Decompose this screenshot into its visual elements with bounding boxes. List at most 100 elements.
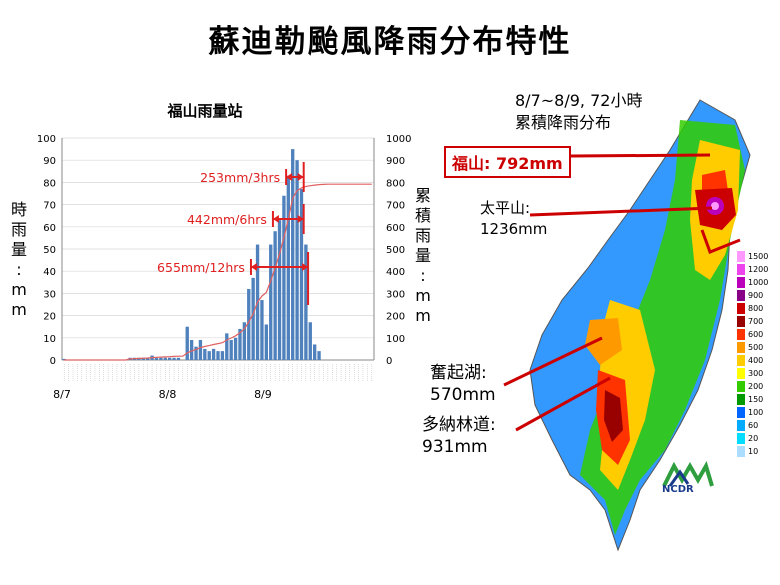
- rain-bar: [247, 288, 251, 360]
- legend-label: 200: [748, 382, 764, 391]
- legend-item: 1200: [737, 263, 773, 276]
- legend-item: 900: [737, 289, 773, 302]
- legend-label: 900: [748, 291, 764, 300]
- y-tick-label-right: 100: [386, 334, 405, 345]
- legend-item: 300: [737, 367, 773, 380]
- legend-swatch: [737, 381, 745, 392]
- legend-label: 800: [748, 304, 764, 313]
- fushan-label: 福山: 792mm: [444, 146, 571, 178]
- annotation-arrow-left: [250, 263, 257, 271]
- y-tick-label-left: 60: [43, 223, 56, 234]
- taipingshan-value: 1236mm: [480, 220, 548, 238]
- rain-bar: [282, 195, 286, 360]
- rain-bar: [176, 357, 181, 360]
- legend-label: 100: [748, 408, 764, 417]
- date-label: 8/7: [53, 388, 71, 401]
- duonalin-name: 多納林道:: [422, 415, 496, 435]
- rain-bar: [154, 357, 159, 360]
- y-tick-label-left: 70: [43, 201, 56, 212]
- annotation-label: 253mm/3hrs: [200, 170, 280, 185]
- rain-bar: [317, 351, 321, 360]
- taipingshan-label: 太平山: 1236mm: [480, 198, 547, 240]
- rain-bar: [216, 351, 220, 360]
- map-title: 8/7~8/9, 72小時 累積降雨分布: [515, 90, 642, 134]
- legend-item: 150: [737, 393, 773, 406]
- legend-label: 300: [748, 369, 764, 378]
- rain-bar: [295, 160, 299, 360]
- rain-bar: [242, 322, 247, 360]
- legend-swatch: [737, 420, 745, 431]
- y-tick-label-left: 50: [43, 245, 56, 256]
- rain-bar: [260, 300, 264, 360]
- fushan-pointer: [700, 229, 741, 254]
- duonalin-value: 931mm: [422, 437, 488, 457]
- y-tick-label-left: 80: [43, 178, 56, 189]
- duonalin-label: 多納林道: 931mm: [422, 414, 496, 458]
- rain-bar: [269, 244, 273, 360]
- y-tick-label-right: 0: [386, 356, 392, 367]
- rain-bar: [220, 351, 225, 360]
- rain-bar: [273, 231, 277, 360]
- y-tick-label-right: 500: [386, 245, 405, 256]
- legend-item: 60: [737, 419, 773, 432]
- legend-swatch: [737, 303, 745, 314]
- rain-bar: [308, 322, 312, 360]
- y-tick-label-right: 1000: [386, 134, 411, 145]
- rain-bar: [172, 357, 176, 360]
- annotation-arrow-left: [272, 215, 279, 223]
- y-tick-label-right: 400: [386, 267, 405, 278]
- rain-bar: [189, 340, 194, 360]
- y-tick-label-right: 700: [386, 201, 405, 212]
- y-tick-label-left: 10: [43, 334, 56, 345]
- legend-swatch: [737, 394, 745, 405]
- legend-swatch: [737, 251, 745, 262]
- y-tick-label-left: 30: [43, 289, 56, 300]
- rain-bar: [233, 337, 238, 360]
- fenqihu-pointer: [503, 336, 603, 387]
- y-tick-label-left: 40: [43, 267, 56, 278]
- cumulative-line: [64, 183, 372, 361]
- taiwan-map: [443, 99, 751, 552]
- legend-label: 600: [748, 330, 764, 339]
- legend-label: 60: [748, 421, 759, 430]
- rainfall-map: [440, 80, 780, 580]
- legend-swatch: [737, 316, 745, 327]
- map-legend: 1500 1200 1000 900 800 700 600 500 400 300 200 150 1…: [737, 250, 773, 458]
- legend-item: 200: [737, 380, 773, 393]
- rain-bar: [198, 340, 203, 360]
- legend-swatch: [737, 407, 745, 418]
- legend-item: 100: [737, 406, 773, 419]
- rain-bar: [62, 358, 66, 360]
- rain-bar: [185, 326, 189, 360]
- y-tick-label-right: 900: [386, 156, 405, 167]
- y-tick-label-right: 600: [386, 223, 405, 234]
- rainfall-chart: 0 0 10 100 20 200 30 300 40 400 50 500 60 600 70 700 80 8…: [37, 134, 412, 401]
- rain-bar: [163, 357, 167, 360]
- legend-swatch: [737, 342, 745, 353]
- legend-label: 1500: [748, 252, 769, 261]
- annotation-arrow-right: [297, 173, 304, 181]
- ncdr-logo-text: NCDR: [662, 484, 694, 495]
- rain-bar: [167, 357, 172, 360]
- rain-bar: [277, 220, 282, 360]
- legend-item: 400: [737, 354, 773, 367]
- ncdr-logo: [662, 460, 714, 487]
- legend-swatch: [737, 277, 745, 288]
- fenqihu-name: 奮起湖:: [430, 363, 487, 383]
- page-title: 蘇迪勒颱風降雨分布特性: [208, 24, 572, 60]
- y-tick-label-left: 20: [43, 312, 56, 323]
- annotation-arrow-left: [286, 173, 293, 181]
- rain-bar: [194, 346, 198, 360]
- rain-bar: [203, 348, 207, 360]
- legend-swatch: [737, 355, 745, 366]
- rain-bar: [313, 344, 317, 360]
- y-tick-label-right: 200: [386, 312, 405, 323]
- date-label: 8/9: [254, 388, 272, 401]
- rain-bar: [291, 149, 295, 360]
- legend-label: 1200: [748, 265, 769, 274]
- legend-item: 500: [737, 341, 773, 354]
- legend-swatch: [737, 290, 745, 301]
- rain-bar: [225, 333, 229, 360]
- rain-bar: [229, 340, 233, 360]
